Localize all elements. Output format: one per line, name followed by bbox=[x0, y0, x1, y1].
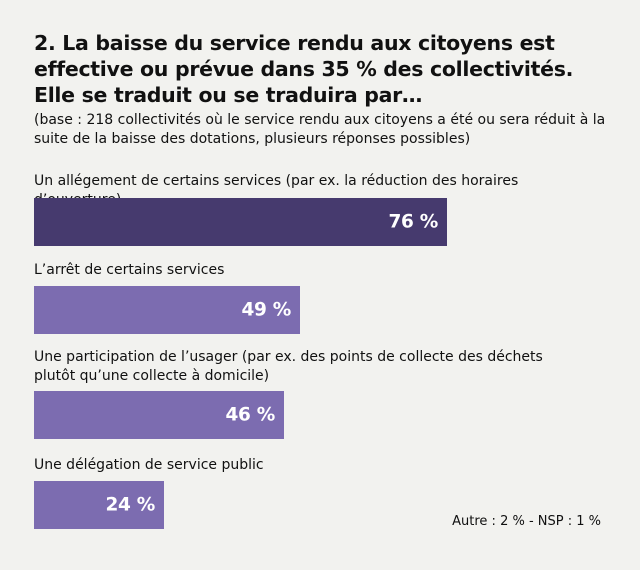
bar-value-label: 46 % bbox=[225, 404, 275, 426]
chart-title: 2. La baisse du service rendu aux citoye… bbox=[34, 31, 574, 107]
category-label: Une participation de l’usager (par ex. d… bbox=[34, 349, 543, 384]
bar: 76 % bbox=[34, 198, 447, 246]
chart-subtitle: (base : 218 collectivités où le service … bbox=[34, 112, 606, 147]
bar: 24 % bbox=[34, 481, 164, 529]
footnote: Autre : 2 % - NSP : 1 % bbox=[452, 514, 601, 529]
bar-value-label: 49 % bbox=[241, 299, 291, 321]
category-label: L’arrêt de certains services bbox=[34, 262, 225, 278]
bar-value-label: 24 % bbox=[105, 494, 155, 516]
category-label: Une délégation de service public bbox=[34, 457, 264, 473]
bar: 46 % bbox=[34, 391, 284, 439]
bar-value-label: 76 % bbox=[388, 211, 438, 233]
bar: 49 % bbox=[34, 286, 300, 334]
